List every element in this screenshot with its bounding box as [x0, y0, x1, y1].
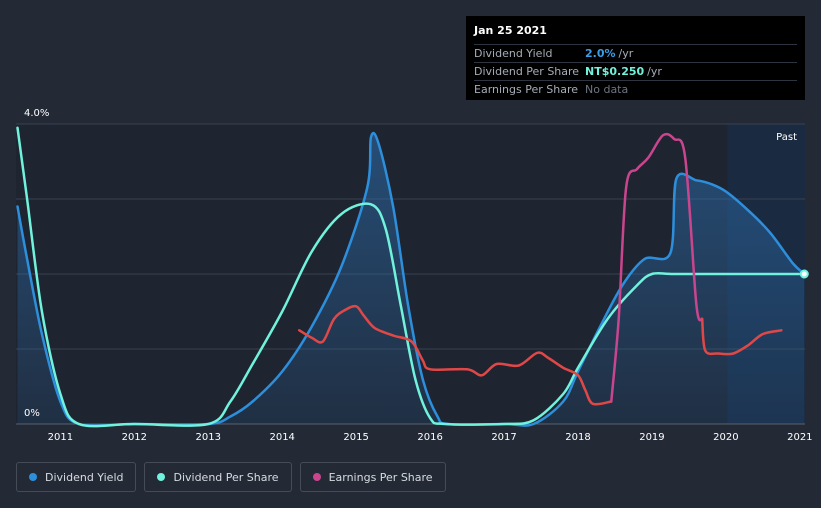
tooltip-value: 2.0% — [585, 47, 616, 60]
dividend-yield-area — [17, 133, 805, 426]
x-tick-label: 2016 — [417, 432, 442, 443]
tooltip-unit: /yr — [647, 65, 662, 78]
dividend-per-share-end-marker — [799, 269, 809, 279]
tooltip-row-dividend-yield: Dividend Yield 2.0% /yr — [474, 44, 797, 62]
legend-item-dividend-per-share[interactable]: Dividend Per Share — [144, 462, 292, 492]
tooltip-row-earnings-per-share: Earnings Per Share No data — [474, 80, 797, 98]
tooltip-label: Dividend Yield — [474, 47, 553, 60]
tooltip: Jan 25 2021 Dividend Yield 2.0% /yr Divi… — [466, 16, 805, 100]
legend-label: Dividend Yield — [45, 470, 124, 484]
x-tick-label: 2021 — [787, 432, 812, 443]
x-tick-label: 2011 — [48, 432, 73, 443]
earnings-per-share-line — [610, 132, 704, 403]
legend-dot-icon — [312, 473, 321, 481]
x-tick-label: 2014 — [269, 432, 294, 443]
legend-item-earnings-per-share[interactable]: Earnings Per Share — [299, 462, 446, 492]
x-tick-label: 2018 — [565, 432, 590, 443]
legend-label: Dividend Per Share — [173, 470, 279, 484]
x-tick-label: 2017 — [491, 432, 516, 443]
earnings-per-share-line — [297, 304, 613, 406]
tooltip-row-dividend-per-share: Dividend Per Share NT$0.250 /yr — [474, 62, 797, 80]
legend-dot-icon — [157, 473, 166, 481]
tooltip-label: Earnings Per Share — [474, 83, 579, 96]
legend-label: Earnings Per Share — [328, 470, 433, 484]
tooltip-date: Jan 25 2021 — [474, 24, 547, 37]
past-label: Past — [776, 132, 797, 143]
x-tick-label: 2013 — [196, 432, 221, 443]
tooltip-value: No data — [585, 83, 629, 96]
earnings-per-share-line — [700, 317, 783, 356]
y-tick-label: 4.0% — [24, 108, 49, 119]
x-tick-label: 2020 — [713, 432, 738, 443]
x-tick-label: 2015 — [343, 432, 368, 443]
x-tick-label: 2012 — [122, 432, 147, 443]
legend: Dividend Yield Dividend Per Share Earnin… — [16, 462, 446, 492]
legend-item-dividend-yield[interactable]: Dividend Yield — [16, 462, 137, 492]
legend-dot-icon — [29, 473, 37, 481]
tooltip-unit: /yr — [618, 47, 634, 60]
tooltip-value: NT$0.250 — [585, 65, 645, 78]
tooltip-label: Dividend Per Share — [474, 65, 580, 78]
y-tick-label: 0% — [24, 408, 40, 419]
x-tick-label: 2019 — [639, 432, 664, 443]
